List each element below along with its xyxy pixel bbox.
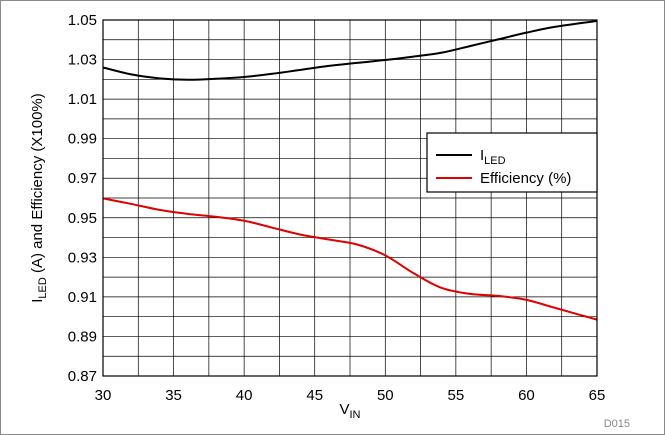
y-axis-title: ILED (A) and Efficiency (X100%) <box>29 93 49 303</box>
grid-layer <box>103 20 597 376</box>
x-tick-label: 45 <box>306 387 323 404</box>
series-line-iled <box>102 19 598 81</box>
series-layer <box>102 19 598 321</box>
legend-label-efficiency: Efficiency (%) <box>480 170 571 187</box>
x-tick-label: 55 <box>448 387 465 404</box>
legend-label-iled: ILED <box>480 147 506 167</box>
x-tick-label: 35 <box>165 387 182 404</box>
x-tick-label: 50 <box>377 387 394 404</box>
legend: ILED Efficiency (%) <box>426 132 598 193</box>
plot-border <box>102 19 598 377</box>
y-tick-label: 1.01 <box>68 91 97 108</box>
x-tick-label: 40 <box>236 387 253 404</box>
y-tick-label: 1.03 <box>68 52 97 69</box>
x-tick-label: 65 <box>589 387 606 404</box>
y-tick-label: 1.05 <box>68 12 97 29</box>
figure-id: D015 <box>604 418 630 430</box>
x-tick-label: 30 <box>95 387 112 404</box>
legend-box <box>426 132 598 193</box>
y-tick-label: 0.95 <box>68 210 97 227</box>
series-line-efficiency <box>102 197 598 321</box>
y-tick-label: 0.89 <box>68 328 97 345</box>
x-axis-title: VIN <box>339 401 360 421</box>
y-tick-label: 0.87 <box>68 368 97 385</box>
tick-labels: 30 35 40 45 50 55 60 65 0.87 0.89 0.91 0.93 0.95 0.97… <box>68 12 606 404</box>
y-tick-label: 0.99 <box>68 131 97 148</box>
y-tick-label: 0.91 <box>68 289 97 306</box>
y-tick-label: 0.97 <box>68 170 97 187</box>
y-tick-label: 0.93 <box>68 249 97 266</box>
x-tick-label: 60 <box>518 387 535 404</box>
